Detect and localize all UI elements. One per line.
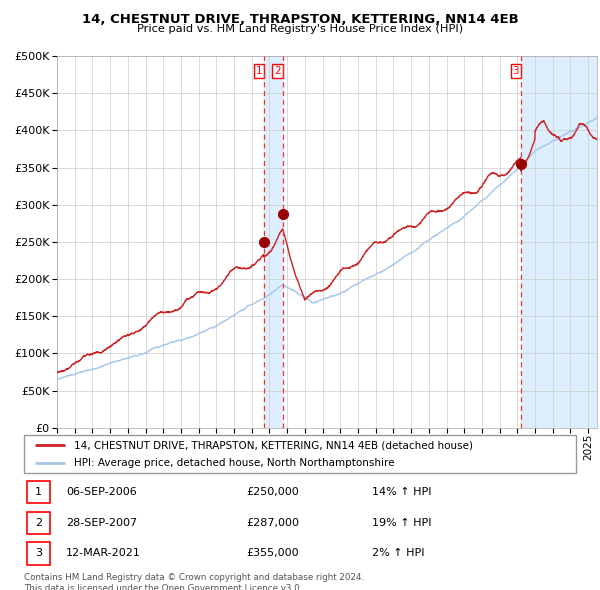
Text: 3: 3 <box>512 65 519 76</box>
Text: 2: 2 <box>35 518 42 527</box>
Text: 1: 1 <box>35 487 42 497</box>
Text: £287,000: £287,000 <box>246 518 299 527</box>
Text: 1: 1 <box>256 65 262 76</box>
Text: 14% ↑ HPI: 14% ↑ HPI <box>372 487 431 497</box>
Text: 2% ↑ HPI: 2% ↑ HPI <box>372 549 425 558</box>
Text: 06-SEP-2006: 06-SEP-2006 <box>66 487 137 497</box>
Text: Contains HM Land Registry data © Crown copyright and database right 2024.
This d: Contains HM Land Registry data © Crown c… <box>24 573 364 590</box>
Text: 14, CHESTNUT DRIVE, THRAPSTON, KETTERING, NN14 4EB (detached house): 14, CHESTNUT DRIVE, THRAPSTON, KETTERING… <box>74 440 473 450</box>
Text: 12-MAR-2021: 12-MAR-2021 <box>66 549 141 558</box>
Text: 14, CHESTNUT DRIVE, THRAPSTON, KETTERING, NN14 4EB: 14, CHESTNUT DRIVE, THRAPSTON, KETTERING… <box>82 13 518 26</box>
Text: 19% ↑ HPI: 19% ↑ HPI <box>372 518 431 527</box>
Text: 2: 2 <box>274 65 281 76</box>
Bar <box>521 56 597 428</box>
Text: £250,000: £250,000 <box>246 487 299 497</box>
Text: Price paid vs. HM Land Registry's House Price Index (HPI): Price paid vs. HM Land Registry's House … <box>137 24 463 34</box>
Bar <box>264 56 283 428</box>
Text: 28-SEP-2007: 28-SEP-2007 <box>66 518 137 527</box>
Text: HPI: Average price, detached house, North Northamptonshire: HPI: Average price, detached house, Nort… <box>74 458 394 468</box>
Text: 3: 3 <box>35 549 42 558</box>
Text: £355,000: £355,000 <box>246 549 299 558</box>
